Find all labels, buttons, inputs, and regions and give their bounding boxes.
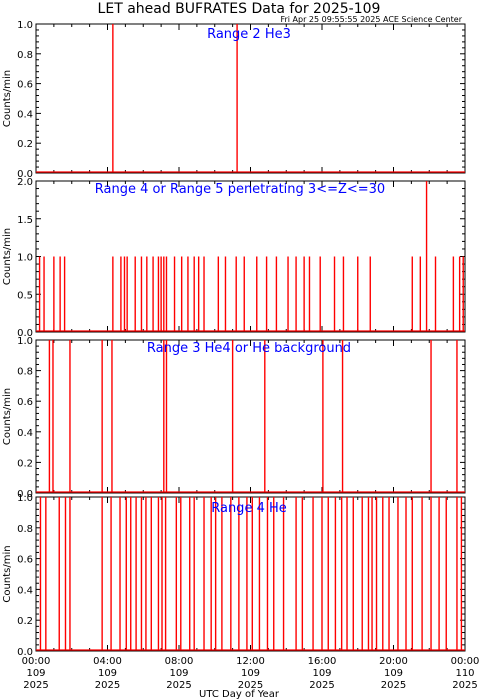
y-tick-label: 0.8 (17, 50, 33, 61)
x-tick-label: 110 (455, 668, 474, 679)
y-tick-label: 0.6 (17, 397, 33, 408)
x-tick-label: 00:00 (22, 656, 51, 667)
y-axis-label: Counts/min (2, 228, 13, 285)
y-tick-label: 0.4 (17, 109, 33, 120)
y-axis-label: Counts/min (2, 388, 13, 445)
panel-3: 0.0 0.2 0.4 0.6 0.8 1.0 Counts/min Range 3 He4 … (2, 336, 466, 500)
y-tick-label: 0.2 (17, 139, 33, 150)
panel-1: 0.0 0.2 0.4 0.6 0.8 1.0 Counts/min Range 2 He3 (2, 20, 466, 180)
generation-timestamp: Fri Apr 25 09:55:55 2025 ACE Science Cen… (280, 15, 462, 24)
y-tick-label: 0.8 (17, 524, 33, 535)
y-axis-label: Counts/min (2, 545, 13, 602)
y-tick-label: 0.2 (17, 458, 33, 469)
x-tick-label: 16:00 (308, 656, 337, 667)
x-tick-label: 109 (312, 668, 331, 679)
x-tick-label: 109 (384, 668, 403, 679)
y-tick-label: 0.4 (17, 428, 33, 439)
panel-title: Range 4 or Range 5 penetrating 3<=Z<=30 (95, 182, 385, 197)
y-tick-label: 1.0 (17, 20, 33, 31)
x-tick-label: 2025 (166, 680, 191, 691)
x-tick-label: 08:00 (165, 656, 194, 667)
panel-4: 0.0 0.2 0.4 0.6 0.8 1.0 Counts/min Range 4 He 00… (2, 493, 479, 691)
x-tick-label: 109 (98, 668, 117, 679)
y-tick-label: 0.5 (17, 290, 33, 301)
y-axis-label: Counts/min (2, 70, 13, 127)
x-tick-label: 2025 (23, 680, 48, 691)
x-axis-label: UTC Day of Year (199, 689, 280, 700)
x-tick-label: 20:00 (379, 656, 408, 667)
y-tick-label: 0.0 (17, 328, 33, 339)
x-tick-label: 109 (169, 668, 188, 679)
y-tick-label: 1.0 (17, 253, 33, 264)
x-tick-label: 2025 (95, 680, 120, 691)
y-tick-label: 0.8 (17, 367, 33, 378)
y-tick-label: 1.0 (17, 336, 33, 347)
x-tick-label: 2025 (238, 680, 263, 691)
y-tick-label: 0.2 (17, 616, 33, 627)
y-tick-label: 0.6 (17, 80, 33, 91)
x-tick-label: 109 (26, 668, 45, 679)
y-tick-label: 0.4 (17, 585, 33, 596)
x-tick-label: 04:00 (93, 656, 122, 667)
x-tick-label: 2025 (381, 680, 406, 691)
panel-title: Range 3 He4 or He background (147, 341, 351, 356)
x-tick-label: 2025 (452, 680, 477, 691)
x-tick-label: 00:00 (451, 656, 479, 667)
x-tick-label: 109 (241, 668, 260, 679)
y-tick-label: 0.0 (17, 647, 33, 658)
y-tick-label: 0.0 (17, 489, 33, 500)
x-tick-label: 2025 (309, 680, 334, 691)
chart-title: LET ahead BUFRATES Data for 2025-109 (98, 1, 381, 17)
y-tick-label: 1.0 (17, 493, 33, 504)
panel-title: Range 2 He3 (207, 27, 291, 42)
y-tick-label: 1.5 (17, 215, 33, 226)
panel-title: Range 4 He (211, 501, 287, 516)
y-tick-label: 0.6 (17, 555, 33, 566)
x-tick-label: 12:00 (236, 656, 265, 667)
y-tick-label: 0.0 (17, 169, 33, 180)
y-tick-label: 2.0 (17, 177, 33, 188)
panel-2: 0.0 0.5 1.0 1.5 2.0 Counts/min Range 4 or Rang… (2, 177, 466, 339)
